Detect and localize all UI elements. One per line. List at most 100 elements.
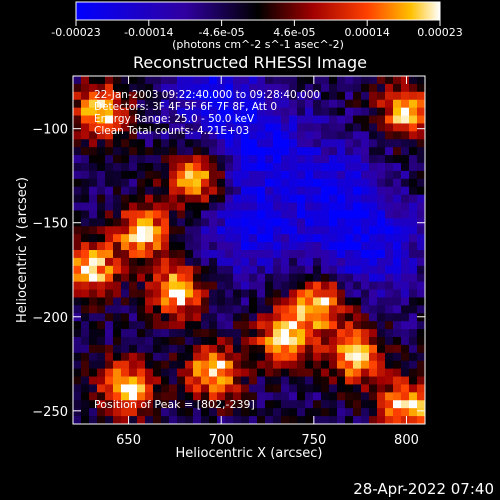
heatmap-cell [169, 218, 178, 227]
heatmap-cell [217, 194, 226, 204]
heatmap-cell [177, 210, 186, 219]
heatmap-cell [385, 329, 394, 338]
heatmap-cell [321, 99, 330, 109]
heatmap-cell [353, 289, 362, 299]
heatmap-cell [177, 392, 186, 401]
heatmap-cell [361, 313, 370, 322]
heatmap-cell [329, 329, 338, 338]
heatmap-cell [377, 155, 386, 164]
heatmap-cell [361, 289, 370, 299]
heatmap-cell [297, 202, 306, 212]
heatmap-cell [377, 218, 386, 227]
heatmap-cell [361, 273, 370, 283]
heatmap-cell [201, 123, 210, 132]
heatmap-cell [185, 139, 194, 148]
heatmap-cell [169, 408, 178, 417]
heatmap-cell [369, 91, 378, 101]
heatmap-cell [129, 273, 138, 283]
heatmap-cell [361, 99, 370, 109]
heatmap-cell [273, 139, 282, 148]
heatmap-cell [97, 83, 106, 93]
heatmap-cell [145, 226, 154, 235]
heatmap-cell [321, 297, 330, 306]
heatmap-cell [233, 99, 242, 109]
heatmap-cell [201, 147, 210, 156]
heatmap-cell [409, 170, 418, 180]
heatmap-cell [121, 305, 130, 314]
heatmap-cell [305, 155, 314, 164]
heatmap-cell [161, 234, 170, 243]
heatmap-cell [385, 202, 394, 212]
heatmap-cell [129, 337, 138, 346]
heatmap-cell [81, 392, 90, 401]
heatmap-cell [337, 384, 346, 393]
heatmap-cell [209, 178, 218, 188]
heatmap-cell [257, 273, 266, 283]
heatmap-cell [121, 321, 130, 330]
heatmap-cell [89, 376, 98, 386]
heatmap-cell [129, 368, 138, 378]
heatmap-cell [89, 170, 98, 180]
heatmap-cell [81, 368, 90, 378]
heatmap-cell [201, 344, 210, 354]
heatmap-cell [177, 218, 186, 227]
heatmap-cell [305, 289, 314, 299]
heatmap-cell [305, 163, 314, 172]
heatmap-cell [89, 163, 98, 172]
heatmap-cell [73, 99, 82, 109]
heatmap-cell [185, 234, 194, 243]
heatmap-cell [129, 139, 138, 148]
heatmap-cell [329, 123, 338, 132]
heatmap-cell [329, 313, 338, 322]
heatmap-cell [273, 384, 282, 393]
heatmap-cell [241, 123, 250, 132]
heatmap-cell [241, 360, 250, 370]
heatmap-cell [113, 360, 122, 370]
heatmap-cell [321, 313, 330, 322]
heatmap-cell [97, 163, 106, 172]
heatmap-cell [137, 368, 146, 378]
heatmap-cell [193, 376, 202, 386]
heatmap-cell [233, 202, 242, 212]
heatmap-cell [321, 368, 330, 378]
heatmap-cell [193, 352, 202, 362]
heatmap-cell [201, 226, 210, 235]
heatmap-cell [305, 376, 314, 386]
heatmap-cell [97, 360, 106, 370]
heatmap-cell [361, 234, 370, 243]
heatmap-cell [209, 91, 218, 101]
heatmap-cell [129, 242, 138, 251]
heatmap-cell [121, 384, 130, 393]
annotation-line: 22-Jan-2003 09:22:40.000 to 09:28:40.000 [94, 89, 320, 101]
heatmap-cell [353, 321, 362, 330]
heatmap-cell [209, 281, 218, 291]
heatmap-cell [273, 392, 282, 401]
heatmap-cell [409, 99, 418, 109]
heatmap-cell [233, 257, 242, 267]
heatmap-cell [161, 194, 170, 204]
heatmap-cell [377, 178, 386, 188]
heatmap-cell [217, 376, 226, 386]
heatmap-cell [361, 83, 370, 93]
heatmap-cell [337, 273, 346, 283]
heatmap-cell [385, 91, 394, 101]
heatmap-cell [321, 139, 330, 148]
heatmap-cells [73, 76, 425, 424]
heatmap-cell [129, 76, 138, 85]
heatmap-cell [169, 257, 178, 267]
heatmap-cell [177, 416, 186, 424]
heatmap-cell [153, 384, 162, 393]
heatmap-cell [201, 313, 210, 322]
heatmap-cell [233, 408, 242, 417]
heatmap-cell [337, 139, 346, 148]
heatmap-cell [321, 281, 330, 291]
heatmap-cell [129, 289, 138, 299]
heatmap-cell [297, 337, 306, 346]
heatmap-cell [361, 329, 370, 338]
heatmap-cell [137, 384, 146, 393]
heatmap-cell [113, 337, 122, 346]
heatmap-cell [145, 83, 154, 93]
heatmap-cell [241, 131, 250, 140]
heatmap-cell [113, 202, 122, 212]
heatmap-cell [145, 107, 154, 117]
